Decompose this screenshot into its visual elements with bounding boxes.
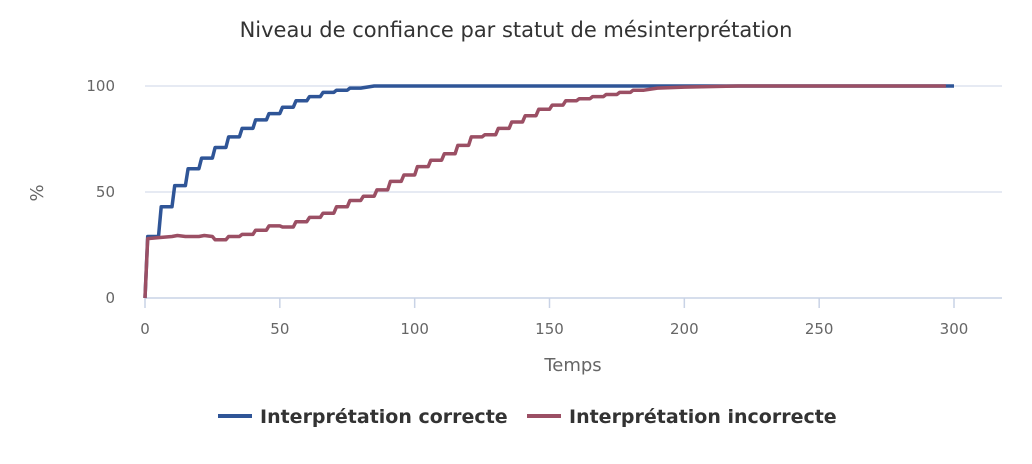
y-tick-label: 50 [96,183,115,201]
x-tick-label: 0 [140,320,150,338]
y-tick-label: 0 [105,289,115,307]
series-line [143,84,946,299]
series [143,84,954,299]
legend-item[interactable]: Interprétation correcte [218,406,508,428]
chart-title: Niveau de confiance par statut de mésint… [240,18,793,42]
x-axis-label: Temps [543,355,601,376]
x-tick-label: 150 [535,320,564,338]
x-tick-label: 300 [940,320,969,338]
x-tick-label: 100 [400,320,429,338]
y-tick-label: 100 [86,77,115,95]
y-axis-label: % [27,184,48,201]
legend-item[interactable]: Interprétation incorrecte [527,406,837,428]
x-tick-label: 200 [670,320,699,338]
legend: Interprétation correcte Interprétation in… [218,406,837,428]
legend-label: Interprétation incorrecte [569,406,837,428]
x-tick-label: 250 [805,320,834,338]
axes: 0 50 100 0 50 100 150 200 250 300 [86,77,1002,338]
series-line [143,84,954,299]
legend-label: Interprétation correcte [260,406,508,428]
x-tick-label: 50 [270,320,289,338]
